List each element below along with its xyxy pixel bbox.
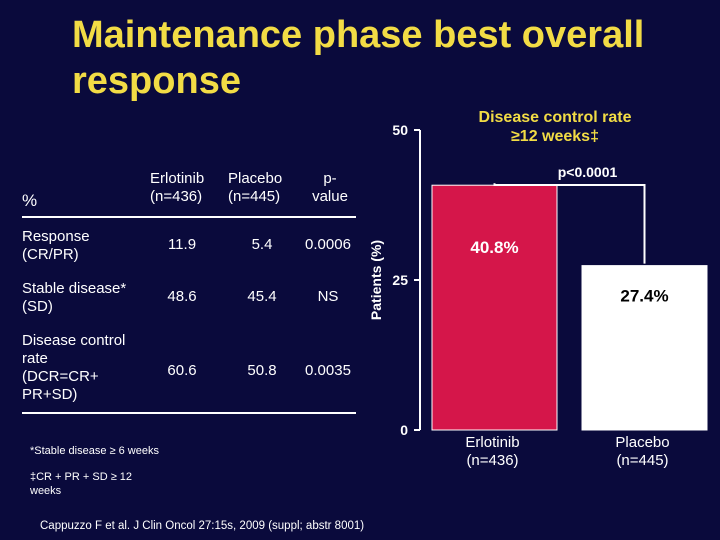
cell-erlotinib: 11.9 (167, 236, 197, 253)
x-category-sublabel: (n=445) (616, 452, 668, 469)
row-label-response: Response (CR/PR) (22, 228, 90, 264)
header-placebo-name: Placebo (228, 170, 283, 187)
bar (581, 265, 708, 431)
row-label-line: PR+SD) (22, 386, 78, 403)
page-title: Maintenance phase best overall response (72, 14, 645, 102)
row-label-disease-control-rate: Disease control rate (DCR=CR+ PR+SD) (22, 332, 125, 404)
table-unit-label: % (22, 191, 38, 210)
header-p-line1: p- (323, 170, 337, 187)
citation: Cappuzzo F et al. J Clin Oncol 27:15s, 2… (40, 520, 365, 532)
y-tick-label: 25 (392, 272, 408, 288)
cell-p-value: 0.0006 (305, 236, 351, 253)
cell-placebo: 5.4 (251, 236, 273, 253)
table-header-rule (22, 216, 356, 218)
cell-p-value: NS (317, 288, 339, 305)
p-value-annotation: p<0.0001 (558, 164, 618, 180)
header-p-value: p- value (300, 170, 360, 206)
footnote-dcr-line1: ‡CR + PR + SD ≥ 12 (30, 471, 133, 483)
row-label-line: (CR/PR) (22, 246, 79, 263)
cell-p-value: 0.0035 (305, 362, 351, 379)
x-category-sublabel: (n=436) (466, 452, 518, 469)
header-placebo: Placebo (n=445) (228, 170, 282, 206)
header-erlotinib-name: Erlotinib (150, 170, 205, 187)
footnote-dcr-line2: weeks (30, 485, 62, 497)
bar-value-label: 40.8% (470, 238, 518, 257)
row-label-line: Disease control (22, 332, 126, 349)
row-label-line: Response (22, 228, 90, 245)
chart-title: Disease control rate (479, 109, 632, 126)
x-category-label: Erlotinib (465, 434, 519, 451)
row-label-stable-disease: Stable disease* (SD) (22, 280, 126, 316)
y-tick-label: 50 (392, 122, 408, 138)
header-p-line2: value (312, 188, 348, 205)
header-erlotinib: Erlotinib (n=436) (150, 170, 204, 206)
header-placebo-n: (n=445) (228, 188, 281, 205)
cell-erlotinib: 60.6 (167, 362, 197, 379)
y-axis-label: Patients (%) (368, 240, 384, 320)
row-label-line: rate (22, 350, 48, 367)
footnote-stable-disease: *Stable disease ≥ 6 weeks (30, 445, 159, 457)
chart-subtitle: ≥12 weeks‡ (511, 128, 599, 145)
y-tick-label: 0 (400, 422, 408, 438)
cell-placebo: 50.8 (247, 362, 277, 379)
row-label-line: (DCR=CR+ (22, 368, 99, 385)
header-erlotinib-n: (n=436) (150, 188, 203, 205)
row-label-line: (SD) (22, 298, 53, 315)
x-category-label: Placebo (615, 434, 669, 451)
bar-value-label: 27.4% (620, 287, 668, 306)
footnote-dcr: ‡CR + PR + SD ≥ 12 weeks (30, 470, 132, 498)
table-bottom-rule (22, 412, 356, 414)
row-label-line: Stable disease* (22, 280, 127, 297)
cell-placebo: 45.4 (247, 288, 277, 305)
significance-bracket (493, 183, 646, 264)
cell-erlotinib: 48.6 (167, 288, 197, 305)
bar (431, 184, 558, 431)
